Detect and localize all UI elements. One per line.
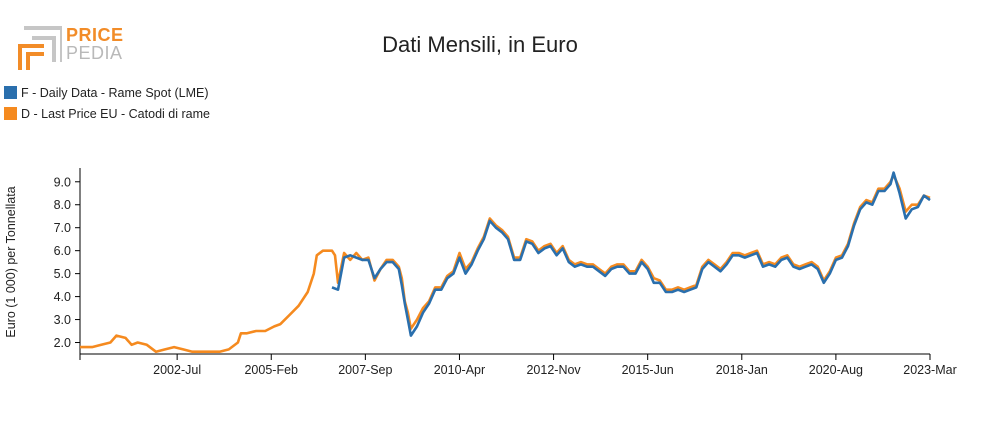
y-tick-label: 3.0 [54,313,71,327]
x-tick-label: 2012-Nov [526,363,581,377]
series-line-lme-spot[interactable] [331,171,931,337]
x-tick-label: 2020-Aug [809,363,863,377]
legend-label: D - Last Price EU - Catodi di rame [21,107,210,121]
x-tick-label: 2007-Sep [338,363,392,377]
y-tick-label: 2.0 [54,336,71,350]
x-tick-label: 2018-Jan [716,363,768,377]
x-tick-label: 2010-Apr [434,363,485,377]
y-tick-label: 8.0 [54,198,71,212]
x-tick-label: 2002-Jul [153,363,201,377]
y-tick-label: 4.0 [54,290,71,304]
y-tick-label: 7.0 [54,221,71,235]
y-tick-label: 9.0 [54,175,71,189]
y-tick-label: 5.0 [54,267,71,281]
series-line-catodi[interactable] [80,173,931,353]
x-tick-label: 2015-Jun [622,363,674,377]
pricepedia-logo: PRICE PEDIA [18,22,128,74]
x-tick-label: 2005-Feb [244,363,298,377]
legend-swatch-blue [4,86,17,99]
legend-label: F - Daily Data - Rame Spot (LME) [21,86,209,100]
x-axis: 2002-Jul 2005-Feb 2007-Sep 2010-Apr 2012-Nov… [79,353,957,377]
legend-item-catodi[interactable]: D - Last Price EU - Catodi di rame [4,106,210,122]
logo-word-pedia: PEDIA [66,43,123,63]
logo-word-price: PRICE [66,25,124,45]
chart-title: Dati Mensili, in Euro [382,32,578,57]
x-tick-label: 2023-Mar [903,363,957,377]
series-lines [80,171,931,353]
y-axis: 2.0 3.0 4.0 5.0 6.0 7.0 8.0 9.0 [54,168,81,354]
legend-swatch-orange [4,107,17,120]
legend-item-lme-spot[interactable]: F - Daily Data - Rame Spot (LME) [4,85,209,101]
y-tick-label: 6.0 [54,244,71,258]
y-axis-label: Euro (1 000) per Tonnellata [4,186,18,337]
